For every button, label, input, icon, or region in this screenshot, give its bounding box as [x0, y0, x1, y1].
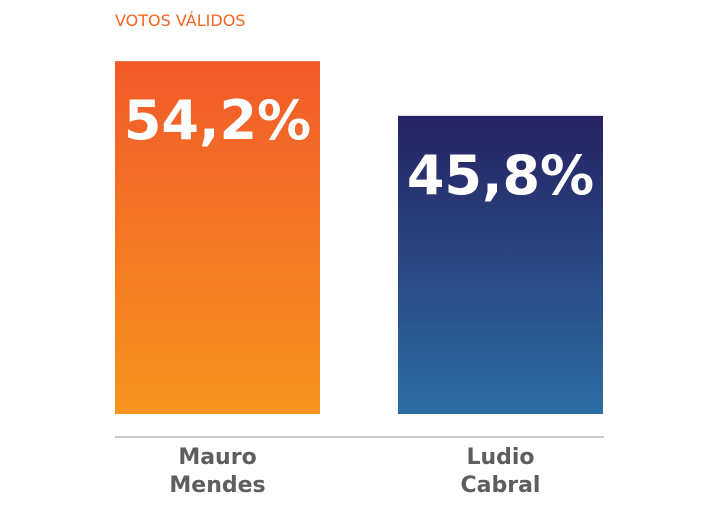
bar: [115, 61, 320, 415]
value-label: 45,8%: [407, 144, 594, 207]
chart-title: VOTOS VÁLIDOS: [115, 11, 245, 30]
value-label: 54,2%: [124, 89, 311, 152]
x-tick-label: Mauro Mendes: [169, 445, 266, 498]
x-tick-label: Ludio Cabral: [460, 445, 541, 498]
bar: [398, 115, 603, 414]
